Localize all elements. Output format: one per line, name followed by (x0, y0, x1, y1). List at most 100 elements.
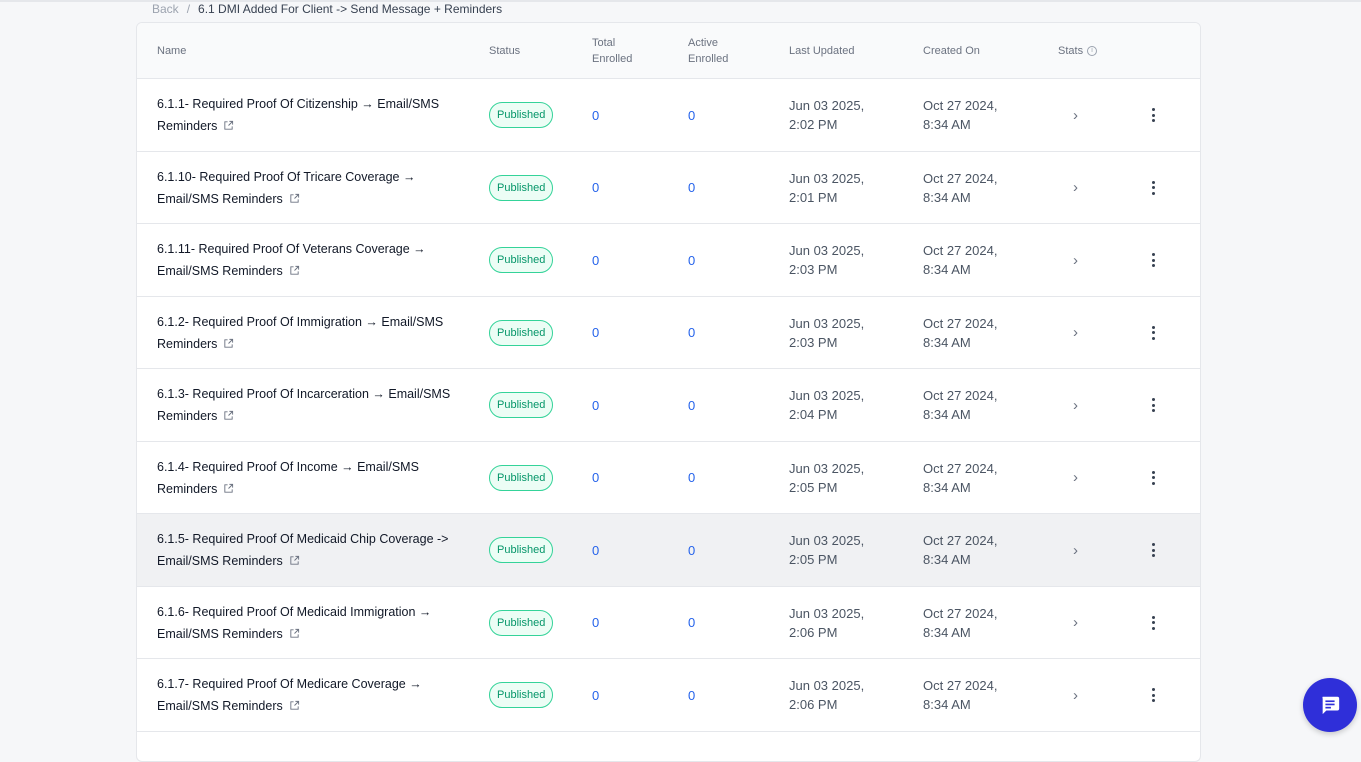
workflow-name[interactable]: 6.1.2- Required Proof Of Immigration → E… (157, 314, 444, 351)
total-enrolled-value[interactable]: 0 (592, 180, 600, 195)
last-updated-value: Jun 03 2025, 2:02 PM (789, 98, 865, 132)
header-created-on[interactable]: Created On (923, 45, 980, 57)
info-icon[interactable]: i (1087, 46, 1098, 56)
active-enrolled-value[interactable]: 0 (688, 107, 696, 123)
total-enrolled-value[interactable]: 0 (592, 107, 600, 123)
header-name[interactable]: Name (157, 45, 187, 57)
active-enrolled-value[interactable]: 0 (688, 397, 696, 413)
total-enrolled-value[interactable]: 0 (592, 397, 600, 413)
last-updated-value: Jun 03 2025, 2:04 PM (789, 388, 865, 422)
table-row[interactable]: 6.1.11- Required Proof Of Veterans Cover… (137, 224, 1200, 297)
workflows-table: Name Status Total Enrolled Active Enroll… (136, 22, 1201, 762)
total-enrolled-value[interactable]: 0 (592, 542, 600, 558)
table-row[interactable]: 6.1.10- Required Proof Of Tricare Covera… (137, 151, 1200, 224)
row-menu-button[interactable] (1145, 152, 1161, 224)
created-on-value: Oct 27 2024, 8:34 AM (923, 388, 998, 422)
row-menu-button[interactable] (1145, 297, 1161, 369)
chevron-right-icon[interactable]: › (1073, 541, 1078, 559)
table-row[interactable]: 6.1.5- Required Proof Of Medicaid Chip C… (137, 514, 1200, 587)
external-link-icon[interactable] (289, 628, 300, 639)
row-menu-button[interactable] (1145, 514, 1161, 586)
workflow-name-cell[interactable]: 6.1.6- Required Proof Of Medicaid Immigr… (157, 587, 457, 659)
header-last-updated[interactable]: Last Updated (789, 45, 855, 57)
active-enrolled-value[interactable]: 0 (688, 180, 696, 195)
total-enrolled-value[interactable]: 0 (592, 252, 600, 268)
table-row[interactable]: 6.1.1- Required Proof Of Citizenship → E… (137, 79, 1200, 152)
total-enrolled-value[interactable]: 0 (592, 325, 600, 340)
external-link-icon[interactable] (289, 555, 300, 566)
top-divider (0, 0, 1361, 2)
workflow-name[interactable]: 6.1.3- Required Proof Of Incarceration →… (157, 387, 451, 423)
workflow-name[interactable]: 6.1.5- Required Proof Of Medicaid Chip C… (157, 532, 449, 568)
table-row[interactable]: 6.1.6- Required Proof Of Medicaid Immigr… (137, 586, 1200, 659)
header-total-enrolled[interactable]: Total Enrolled (592, 37, 633, 65)
workflow-name-cell[interactable]: 6.1.10- Required Proof Of Tricare Covera… (157, 152, 457, 224)
external-link-icon[interactable] (223, 338, 234, 349)
chevron-right-icon[interactable]: › (1073, 396, 1078, 414)
table-row[interactable]: 6.1.4- Required Proof Of Income → Email/… (137, 441, 1200, 514)
status-badge: Published (489, 174, 554, 201)
active-enrolled-value[interactable]: 0 (688, 542, 696, 558)
chevron-right-icon[interactable]: › (1073, 614, 1078, 631)
created-on-value: Oct 27 2024, 8:34 AM (923, 170, 998, 205)
workflow-name[interactable]: 6.1.1- Required Proof Of Citizenship → E… (157, 97, 440, 133)
active-enrolled-value[interactable]: 0 (688, 470, 696, 485)
external-link-icon[interactable] (289, 193, 300, 204)
chevron-right-icon[interactable]: › (1073, 686, 1078, 704)
external-link-icon[interactable] (223, 120, 234, 131)
external-link-icon[interactable] (289, 700, 300, 711)
chat-button[interactable] (1303, 678, 1357, 732)
status-cell: Published (489, 224, 554, 296)
workflow-name-cell[interactable]: 6.1.3- Required Proof Of Incarceration →… (157, 369, 457, 441)
workflow-name[interactable]: 6.1.11- Required Proof Of Veterans Cover… (157, 242, 426, 278)
chevron-right-icon[interactable]: › (1073, 106, 1078, 124)
active-enrolled-value[interactable]: 0 (688, 615, 696, 630)
workflow-name-cell[interactable]: 6.1.11- Required Proof Of Veterans Cover… (157, 224, 457, 296)
kebab-menu-icon (1151, 325, 1155, 340)
status-cell: Published (489, 297, 554, 369)
last-updated-value: Jun 03 2025, 2:06 PM (789, 605, 865, 640)
workflow-name[interactable]: 6.1.10- Required Proof Of Tricare Covera… (157, 169, 416, 206)
workflow-name[interactable]: 6.1.7- Required Proof Of Medicare Covera… (157, 677, 422, 713)
row-menu-button[interactable] (1145, 369, 1161, 441)
active-enrolled-value[interactable]: 0 (688, 252, 696, 268)
workflow-name-cell[interactable]: 6.1.7- Required Proof Of Medicare Covera… (157, 659, 457, 731)
status-badge: Published (489, 682, 554, 708)
total-enrolled-value[interactable]: 0 (592, 687, 600, 703)
kebab-menu-icon (1151, 253, 1155, 267)
table-body: 6.1.1- Required Proof Of Citizenship → E… (137, 79, 1200, 732)
status-cell: Published (489, 587, 554, 659)
workflow-name[interactable]: 6.1.4- Required Proof Of Income → Email/… (157, 459, 419, 496)
row-menu-button[interactable] (1145, 659, 1161, 731)
status-cell: Published (489, 369, 554, 441)
row-menu-button[interactable] (1145, 224, 1161, 296)
workflow-name-cell[interactable]: 6.1.1- Required Proof Of Citizenship → E… (157, 79, 457, 151)
total-enrolled-value[interactable]: 0 (592, 470, 600, 485)
header-active-enrolled[interactable]: Active Enrolled (688, 37, 729, 65)
chevron-right-icon[interactable]: › (1073, 469, 1078, 486)
table-row[interactable]: 6.1.7- Required Proof Of Medicare Covera… (137, 659, 1200, 732)
chevron-right-icon[interactable]: › (1073, 324, 1078, 341)
row-menu-button[interactable] (1145, 79, 1161, 151)
chevron-right-icon[interactable]: › (1073, 179, 1078, 196)
active-enrolled-value[interactable]: 0 (688, 687, 696, 703)
row-menu-button[interactable] (1145, 587, 1161, 659)
chevron-right-icon[interactable]: › (1073, 251, 1078, 269)
total-enrolled-value[interactable]: 0 (592, 615, 600, 630)
workflow-name-cell[interactable]: 6.1.2- Required Proof Of Immigration → E… (157, 297, 457, 369)
external-link-icon[interactable] (223, 483, 234, 494)
workflow-name-cell[interactable]: 6.1.5- Required Proof Of Medicaid Chip C… (157, 514, 457, 586)
external-link-icon[interactable] (223, 410, 234, 421)
header-status[interactable]: Status (489, 45, 521, 57)
external-link-icon[interactable] (289, 265, 300, 276)
table-row[interactable]: 6.1.2- Required Proof Of Immigration → E… (137, 296, 1200, 369)
kebab-menu-icon (1151, 108, 1155, 122)
table-row[interactable]: 6.1.3- Required Proof Of Incarceration →… (137, 369, 1200, 442)
row-menu-button[interactable] (1145, 442, 1161, 514)
status-badge: Published (489, 102, 554, 128)
workflow-name[interactable]: 6.1.6- Required Proof Of Medicaid Immigr… (157, 604, 432, 641)
breadcrumb-current: 6.1 DMI Added For Client -> Send Message… (198, 2, 503, 16)
active-enrolled-value[interactable]: 0 (688, 325, 696, 340)
workflow-name-cell[interactable]: 6.1.4- Required Proof Of Income → Email/… (157, 442, 457, 514)
breadcrumb-back-link[interactable]: Back (152, 2, 179, 16)
